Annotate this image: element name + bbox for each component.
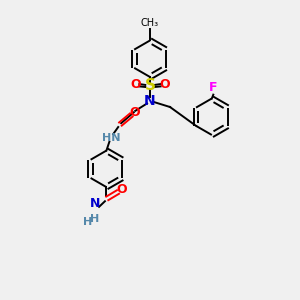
Text: O: O [116,183,127,196]
Text: O: O [130,78,141,91]
Text: H: H [90,214,99,224]
Text: O: O [159,78,170,91]
Text: F: F [209,81,218,94]
Text: N: N [89,197,100,210]
Text: CH₃: CH₃ [141,18,159,28]
Text: HN: HN [102,133,120,143]
Text: N: N [144,94,156,107]
Text: O: O [129,106,140,118]
Text: H: H [83,217,92,226]
Text: S: S [145,78,155,93]
